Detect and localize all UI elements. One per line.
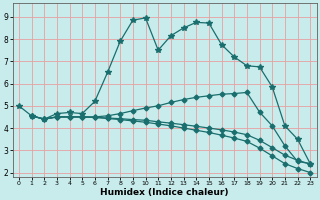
X-axis label: Humidex (Indice chaleur): Humidex (Indice chaleur): [100, 188, 229, 197]
